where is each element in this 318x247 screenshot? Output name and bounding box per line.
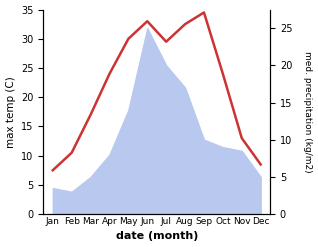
X-axis label: date (month): date (month) (115, 231, 198, 242)
Y-axis label: med. precipitation (kg/m2): med. precipitation (kg/m2) (303, 51, 313, 173)
Y-axis label: max temp (C): max temp (C) (5, 76, 16, 148)
